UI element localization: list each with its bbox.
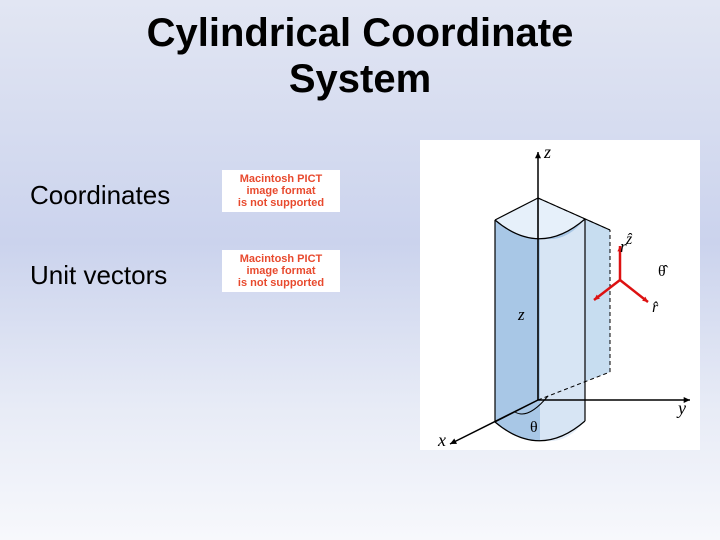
svg-text:r̂: r̂ <box>652 299 659 316</box>
pict-error-box: Macintosh PICT image format is not suppo… <box>222 250 340 292</box>
pict-error-line-3: is not supported <box>238 197 324 209</box>
cylindrical-diagram-svg: zyxẑr̂θ̂rzθ <box>420 140 700 450</box>
pict-error-line-1: Macintosh PICT <box>238 173 324 185</box>
svg-text:y: y <box>676 398 686 418</box>
cylindrical-diagram: zyxẑr̂θ̂rzθ <box>420 140 700 450</box>
svg-text:z: z <box>543 142 551 162</box>
svg-text:θ̂: θ̂ <box>658 263 669 280</box>
pict-error-line-1: Macintosh PICT <box>238 253 324 265</box>
svg-text:θ: θ <box>530 419 538 436</box>
pict-error-box: Macintosh PICT image format is not suppo… <box>222 170 340 212</box>
svg-text:z: z <box>517 305 525 324</box>
label-coordinates: Coordinates <box>30 180 170 211</box>
pict-error-line-3: is not supported <box>238 277 324 289</box>
pict-error-line-2: image format <box>238 265 324 277</box>
svg-text:x: x <box>437 430 446 450</box>
title-line-1: Cylindrical Coordinate <box>0 10 720 56</box>
title-line-2: System <box>0 56 720 102</box>
slide-title: Cylindrical Coordinate System <box>0 10 720 102</box>
label-unit-vectors: Unit vectors <box>30 260 167 291</box>
svg-text:r: r <box>620 237 627 256</box>
pict-error-line-2: image format <box>238 185 324 197</box>
